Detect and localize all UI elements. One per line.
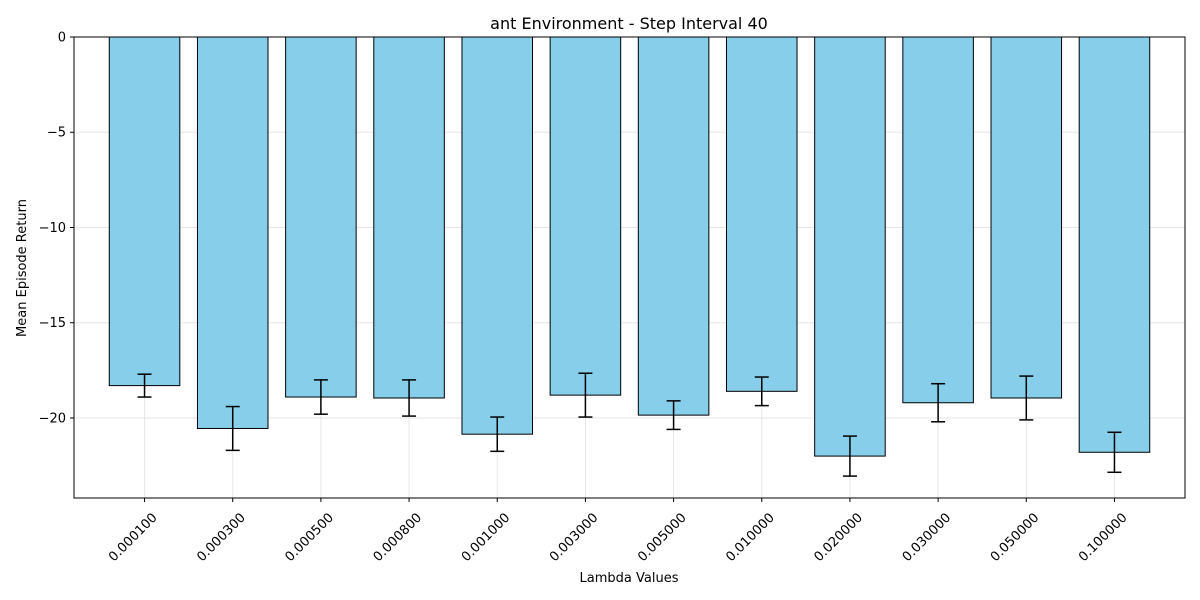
error-bar (931, 382, 946, 423)
x-tick-label: 0.000100 (106, 510, 160, 564)
error-bar (225, 405, 240, 452)
bar (285, 36, 357, 398)
error-bar (402, 379, 417, 417)
y-tick-label: −10 (39, 221, 66, 236)
y-axis-title: Mean Episode Return (15, 199, 30, 337)
bar (990, 36, 1063, 399)
x-tick-label: 0.000500 (282, 510, 336, 564)
bar (549, 36, 622, 396)
bar (196, 36, 269, 429)
error-bar (137, 373, 152, 398)
x-tick-label: 0.003000 (547, 510, 601, 564)
x-tick-label: 0.000800 (371, 510, 425, 564)
y-axis-ticks: 0 −5 −10 −15 −20 (39, 31, 74, 426)
x-tick-label: 0.020000 (812, 510, 866, 564)
x-tick-label: 0.100000 (1076, 510, 1130, 564)
error-bar (1019, 375, 1034, 421)
x-tick-label: 0.010000 (723, 510, 777, 564)
x-tick-label: 0.050000 (988, 510, 1042, 564)
error-bar (666, 400, 681, 431)
error-bar (490, 416, 505, 453)
error-bar (842, 435, 857, 477)
x-tick-label: 0.000300 (194, 510, 248, 564)
error-bar (1107, 431, 1122, 474)
bar (637, 36, 710, 416)
y-tick-label: −20 (39, 411, 66, 426)
bar (373, 36, 445, 399)
y-tick-label: 0 (58, 31, 66, 46)
bar (725, 36, 798, 392)
y-tick-label: −5 (47, 126, 66, 141)
bar (108, 36, 181, 387)
error-bar (313, 379, 328, 415)
error-bar (754, 376, 769, 407)
error-bar (578, 372, 593, 418)
bar (902, 36, 974, 404)
x-tick-label: 0.005000 (635, 510, 689, 564)
bar (814, 36, 886, 457)
x-axis-ticks: 0.000100 0.000300 0.000500 0.000800 0.001000… (106, 498, 1131, 565)
x-axis-title: Lambda Values (580, 571, 679, 586)
bar (1078, 36, 1151, 453)
chart-title: ant Environment - Step Interval 40 (490, 14, 768, 33)
x-tick-label: 0.001000 (459, 510, 513, 564)
y-tick-label: −15 (39, 316, 66, 331)
bars (108, 36, 1151, 457)
error-bars (137, 372, 1122, 477)
bar (461, 36, 534, 435)
x-tick-label: 0.030000 (900, 510, 954, 564)
plot-frame (73, 36, 1186, 499)
